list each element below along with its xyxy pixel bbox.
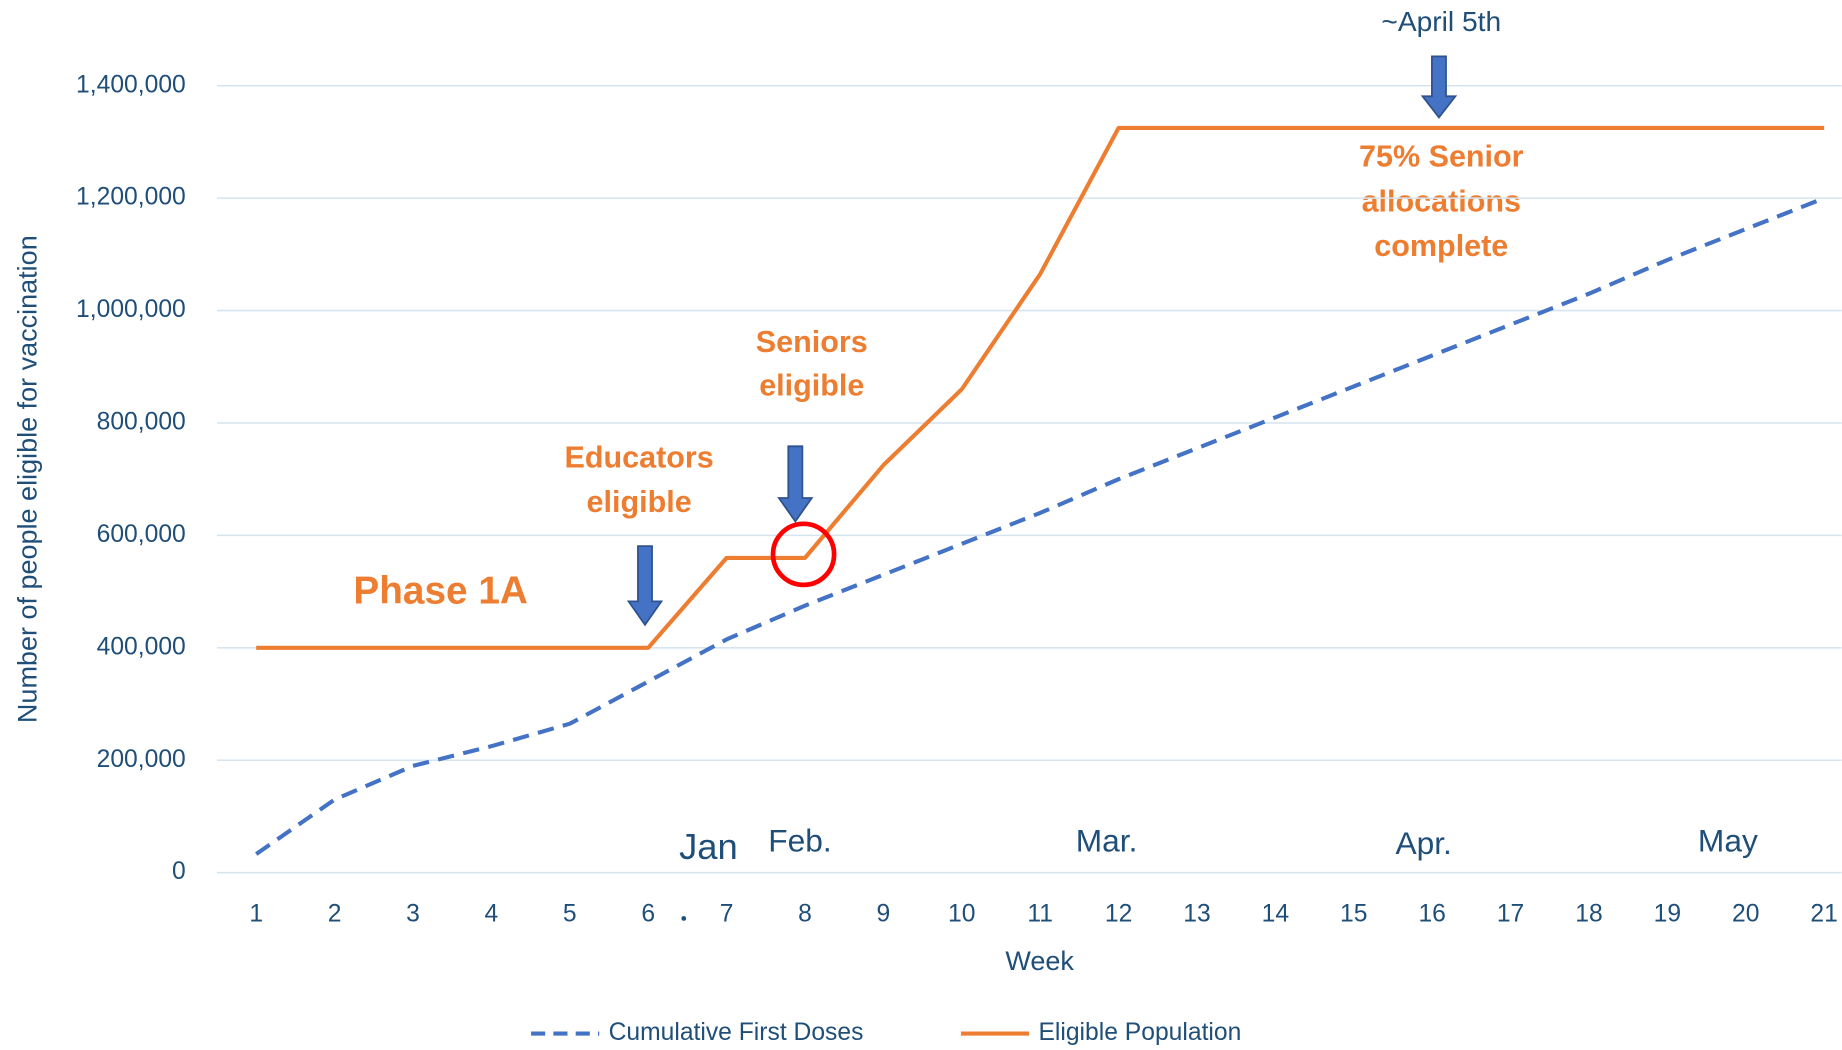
- y-tick-label: 1,200,000: [76, 184, 186, 211]
- series-line: [256, 125, 1825, 650]
- annotation: eligible: [759, 369, 864, 403]
- arrow: [626, 545, 664, 627]
- y-tick-label: 600,000: [97, 521, 186, 548]
- month-label: Jan: [679, 826, 738, 867]
- annotation: Seniors: [756, 325, 868, 359]
- month-label: May: [1698, 823, 1758, 859]
- x-tick-label: 6: [641, 900, 655, 927]
- x-tick-label: 13: [1183, 900, 1210, 927]
- x-tick-label: 17: [1497, 900, 1524, 927]
- annotation: eligible: [587, 485, 692, 519]
- y-tick-label: 1,000,000: [76, 296, 186, 323]
- x-tick-label: 7: [720, 900, 734, 927]
- x-tick-label: 10: [948, 900, 975, 927]
- month-label: Mar.: [1076, 823, 1138, 859]
- highlight-circle: [770, 521, 837, 588]
- x-tick-label: 1: [249, 900, 263, 927]
- x-tick-label: 21: [1810, 900, 1837, 927]
- month-label: Apr.: [1395, 825, 1451, 861]
- y-tick-label: 200,000: [97, 746, 186, 773]
- x-tick-label: 11: [1027, 900, 1053, 927]
- month-label: Feb.: [768, 823, 831, 859]
- x-tick-label: 3: [406, 900, 420, 927]
- x-tick-label: 12: [1105, 900, 1132, 927]
- x-tick-label: 8: [798, 900, 812, 927]
- x-tick-label: 16: [1418, 900, 1445, 927]
- x-tick-label: 15: [1340, 900, 1367, 927]
- x-tick-label: 19: [1654, 900, 1681, 927]
- x-tick-label: 9: [877, 900, 891, 927]
- x-tick-label: 14: [1262, 900, 1289, 927]
- x-tick-label: 5: [563, 900, 577, 927]
- x-tick-label: 20: [1732, 900, 1759, 927]
- y-axis-label: Number of people eligible for vaccinatio…: [13, 235, 43, 723]
- x-tick-label: 18: [1575, 900, 1602, 927]
- legend-label: Eligible Population: [1038, 1019, 1241, 1046]
- dot: [681, 916, 687, 921]
- y-tick-label: 1,400,000: [76, 71, 186, 98]
- annotation: allocations: [1362, 184, 1521, 218]
- y-tick-label: 400,000: [97, 633, 186, 660]
- x-tick-label: 4: [485, 900, 499, 927]
- annotation: ~April 5th: [1381, 5, 1501, 37]
- x-tick-label: 2: [328, 900, 342, 927]
- arrow: [1420, 55, 1458, 119]
- y-tick-label: 800,000: [97, 409, 186, 436]
- y-tick-label: 0: [172, 858, 186, 885]
- x-axis-label: Week: [1005, 946, 1074, 976]
- annotation: 75% Senior: [1359, 140, 1524, 174]
- overlay: [626, 55, 1458, 627]
- annotation: complete: [1374, 229, 1508, 263]
- arrow: [777, 445, 814, 524]
- annotation: Educators: [565, 440, 714, 474]
- series-line: [255, 196, 1825, 856]
- legend-label: Cumulative First Doses: [609, 1019, 864, 1046]
- annotation: Phase 1A: [353, 569, 527, 612]
